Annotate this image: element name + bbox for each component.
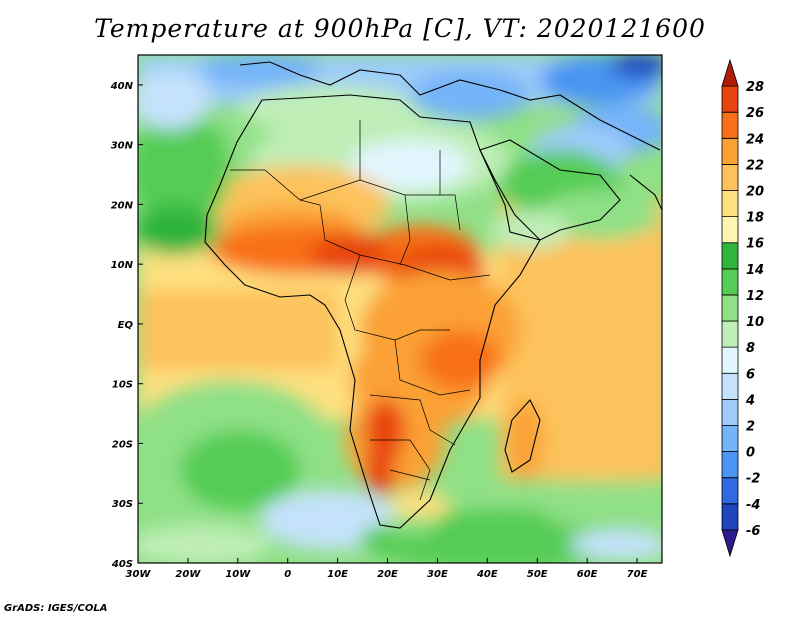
x-tick-label: 10W: [225, 569, 251, 580]
colorbar-label: 10: [746, 315, 764, 330]
colorbar-label: 24: [746, 132, 764, 147]
x-tick-label: 60E: [577, 569, 598, 580]
colorbar-swatch: [721, 137, 739, 165]
colorbar-swatch: [721, 242, 739, 270]
x-tick-label: 20W: [175, 569, 201, 580]
x-tick-label: 50E: [527, 569, 548, 580]
colorbar-swatch: [721, 268, 739, 296]
colorbar-swatch: [721, 346, 739, 374]
y-tick-label: 20N: [111, 200, 134, 211]
colorbar-swatch: [721, 398, 739, 426]
y-tick-label: 40S: [111, 559, 133, 570]
europe-coastline: [239, 61, 661, 151]
credit-text: GrADS: IGES/COLA: [4, 603, 108, 614]
colorbar-swatch: [721, 425, 739, 452]
colorbar-swatch: [721, 216, 739, 244]
y-tick-label: 30S: [112, 499, 133, 510]
colorbar-label: 28: [746, 80, 764, 95]
map-title: Temperature at 900hPa [C], VT: 202012160…: [94, 14, 706, 43]
colorbar-label: 12: [746, 289, 764, 304]
temperature-field: [138, 55, 662, 563]
colorbar-swatch: [721, 85, 739, 113]
colorbar-label: 8: [746, 341, 755, 356]
madagascar-coastline: [504, 399, 541, 473]
plot-frame: [137, 54, 663, 564]
colorbar-label: -2: [746, 472, 760, 487]
colorbar-swatch: [721, 477, 739, 505]
colorbar-label: 4: [745, 393, 755, 408]
colorbar-swatch: [721, 111, 739, 139]
colorbar-label: 2: [746, 419, 755, 434]
x-tick-label: 30E: [427, 569, 448, 580]
y-axis: 40N 30N 20N 10N EQ 10S 20S 30S 40S: [110, 81, 143, 570]
arabia-coastline: [479, 139, 621, 241]
colorbar-label: 14: [746, 263, 764, 278]
x-tick-label: 10E: [327, 569, 348, 580]
coastlines: [204, 61, 662, 529]
colorbar-swatch: [721, 58, 739, 87]
india-coastline: [629, 174, 662, 211]
colorbar-swatch: [721, 294, 739, 322]
africa-coastline: [204, 94, 541, 529]
x-tick-label: 20E: [377, 569, 398, 580]
x-tick-label: 40E: [476, 569, 498, 580]
colorbar-swatch: [721, 503, 739, 531]
colorbar-label: 18: [746, 211, 764, 226]
colorbar-swatch: [721, 529, 739, 558]
y-tick-label: 40N: [110, 81, 134, 92]
y-tick-label: 10N: [111, 260, 134, 271]
colorbar-swatch: [721, 190, 739, 218]
y-tick-label: 10S: [112, 380, 133, 391]
x-axis: 30W 20W 10W 0 10E 20E 30E 40E 50E 60E 70E: [126, 558, 648, 580]
y-tick-label: EQ: [118, 320, 134, 331]
colorbar-swatch: [721, 164, 739, 191]
colorbar-swatch: [721, 451, 739, 479]
colorbar-label: 26: [746, 106, 764, 121]
colorbar-label: 22: [746, 158, 764, 173]
x-tick-label: 30W: [126, 569, 152, 580]
colorbar-label: 0: [746, 446, 755, 461]
colorbar-label: 20: [746, 185, 764, 200]
colorbar-swatch: [721, 320, 739, 348]
colorbar-swatch: [721, 372, 739, 400]
colorbar-label: 6: [746, 367, 755, 382]
y-tick-label: 30N: [111, 141, 134, 152]
colorbar-label: -4: [746, 498, 760, 513]
colorbar-label: -6: [746, 524, 760, 539]
country-borders: [230, 120, 491, 501]
y-tick-label: 20S: [112, 439, 133, 450]
colorbar-label: 16: [746, 237, 764, 252]
x-tick-label: 0: [284, 569, 291, 580]
x-tick-label: 70E: [627, 569, 648, 580]
